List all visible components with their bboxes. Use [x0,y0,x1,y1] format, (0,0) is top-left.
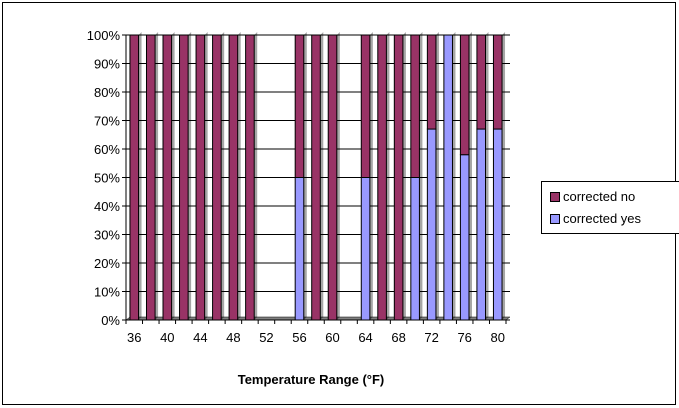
y-tick-label: 20% [94,256,120,271]
bar-depth-corrected-yes-70 [419,174,423,320]
legend-label-corrected-yes: corrected yes [563,211,642,226]
legend: corrected no corrected yes [541,181,679,234]
bar-depth-corrected-no-64 [369,32,373,178]
bar-depth-corrected-no-76 [468,32,472,155]
bar-corrected-yes-64 [360,177,371,321]
bar-corrected-no-72 [426,34,437,130]
y-tick-label: 100% [87,28,121,43]
bar-depth-corrected-yes-64 [369,174,373,320]
y-tick-label: 70% [94,114,120,129]
bar-corrected-no-46 [212,34,222,321]
bar-depth-corrected-no-48 [237,32,241,320]
x-tick-label: 68 [391,330,405,345]
legend-item-corrected-no: corrected no [550,190,635,204]
bar-corrected-no-64 [360,34,371,178]
bar-depth-corrected-yes-80 [502,126,506,320]
legend-swatch-corrected-yes [550,213,560,224]
axes [125,35,507,324]
bar-depth-corrected-no-42 [188,32,192,320]
x-tick-label: 64 [358,330,372,345]
y-tick-label: 40% [94,199,120,214]
bar-depth-corrected-no-80 [502,32,506,130]
bar-corrected-no-36 [129,34,140,321]
bar-corrected-yes-74 [443,34,453,321]
bar-corrected-no-56 [294,34,305,178]
bar-corrected-yes-56 [294,177,305,321]
bar-corrected-no-38 [145,34,156,321]
bar-corrected-yes-70 [410,177,420,321]
bar-corrected-no-58 [311,34,321,321]
y-tick-label: 0% [101,313,120,328]
bar-depth-corrected-no-72 [435,32,439,130]
bar-depth-corrected-yes-76 [468,151,472,320]
x-tick-label: 56 [292,330,306,345]
bar-depth-corrected-no-50 [254,32,258,320]
bar-corrected-no-68 [393,34,404,321]
bar-corrected-no-60 [327,34,338,321]
y-tick-label: 80% [94,85,120,100]
y-tick-labels: 0% 10% 20% 30% 40% 50% 60% 70% 80% 90% 100% [87,28,121,328]
bar-depth-corrected-yes-56 [303,174,307,320]
x-tick-label: 40 [160,330,174,345]
y-tick-label: 50% [94,171,120,186]
y-tick-label: 10% [94,285,120,300]
x-tick-label: 60 [325,330,339,345]
legend-item-corrected-yes: corrected yes [550,212,641,226]
bars [129,32,506,321]
bar-corrected-yes-78 [476,128,487,321]
bar-depth-corrected-no-40 [171,32,175,320]
bar-depth-corrected-no-56 [303,32,307,178]
legend-label-corrected-no: corrected no [563,189,636,204]
bar-depth-corrected-yes-74 [452,32,456,320]
x-tick-label: 52 [259,330,273,345]
x-tick-labels: 36 40 44 48 52 56 60 64 68 72 76 80 [127,330,505,345]
bar-corrected-no-48 [228,34,239,321]
y-tick-label: 60% [94,142,120,157]
y-tick-label: 90% [94,57,120,72]
bar-depth-corrected-no-38 [155,32,159,320]
legend-swatch-corrected-no [550,191,560,202]
bar-corrected-no-80 [492,34,503,130]
bar-corrected-no-66 [377,34,387,321]
bar-depth-corrected-no-36 [138,32,142,320]
bar-corrected-no-50 [245,34,255,321]
bar-depth-corrected-no-70 [419,32,423,178]
bar-depth-corrected-no-44 [204,32,208,320]
bar-depth-corrected-yes-78 [485,126,489,320]
x-tick-label: 72 [424,330,438,345]
x-tick-label: 48 [226,330,240,345]
bar-corrected-yes-80 [492,128,503,321]
x-axis-title: Temperature Range (°F) [238,372,385,387]
x-tick-label: 80 [491,330,505,345]
bar-depth-corrected-no-78 [485,32,489,130]
bar-depth-corrected-yes-72 [435,126,439,320]
x-tick-label: 44 [193,330,207,345]
bar-depth-corrected-no-46 [221,32,225,320]
bar-depth-corrected-no-58 [320,32,324,320]
bar-corrected-no-40 [162,34,173,321]
bar-depth-corrected-no-68 [402,32,406,320]
y-tick-label: 30% [94,228,120,243]
x-tick-label: 36 [127,330,141,345]
x-tick-label: 76 [457,330,471,345]
bar-corrected-yes-76 [459,154,470,321]
bar-corrected-no-44 [195,34,206,321]
bar-corrected-no-70 [410,34,420,178]
bar-depth-corrected-no-60 [336,32,340,320]
bar-depth-corrected-no-66 [386,32,390,320]
bar-corrected-no-76 [459,34,470,156]
bar-corrected-no-42 [179,34,189,321]
bar-corrected-no-78 [476,34,487,130]
bar-corrected-yes-72 [426,128,437,321]
